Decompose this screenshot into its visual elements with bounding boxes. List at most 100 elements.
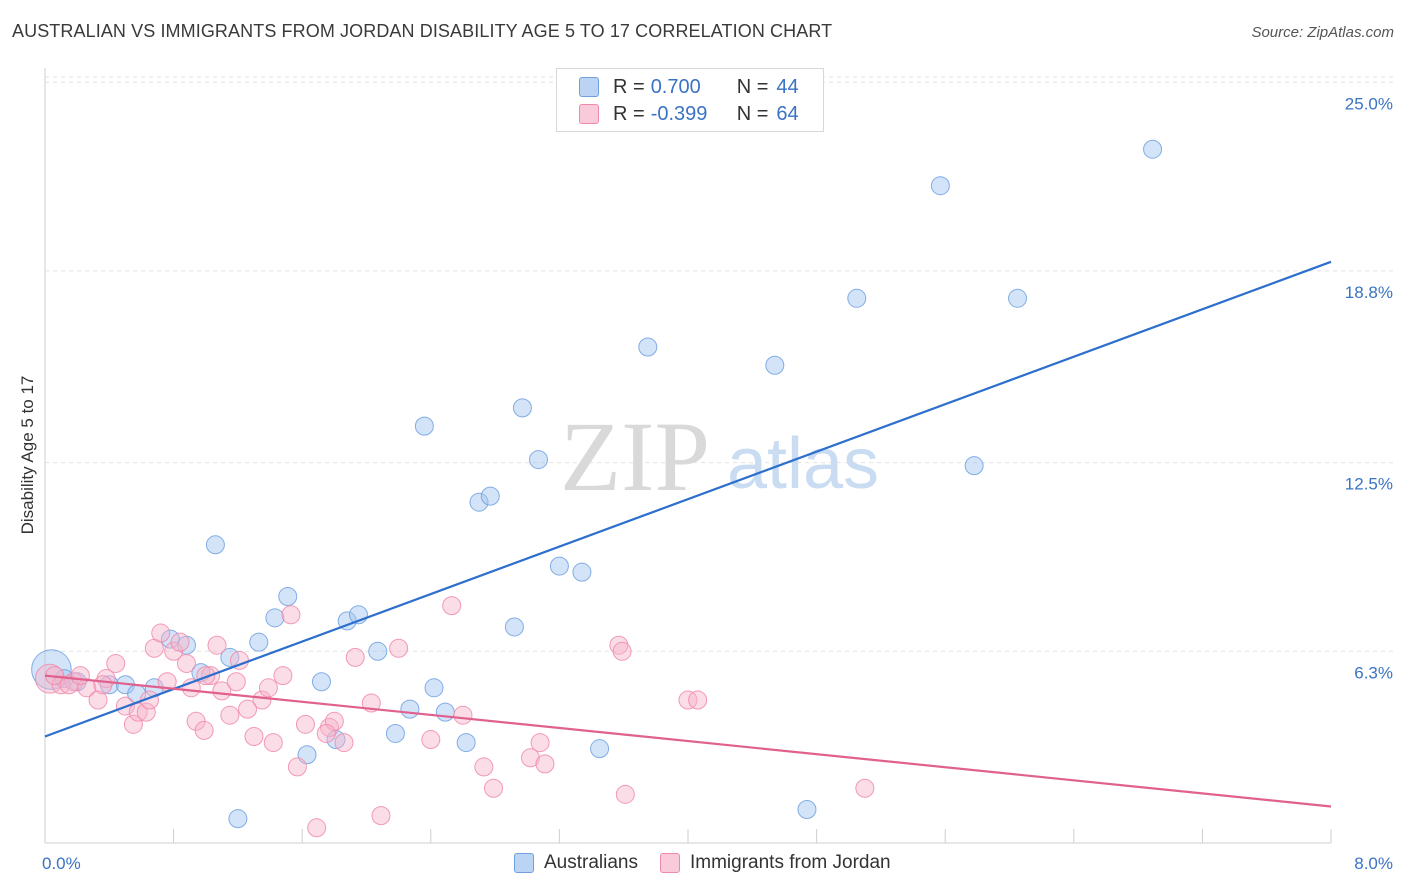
point-jordan bbox=[207, 635, 227, 655]
point-australians bbox=[847, 288, 867, 308]
point-jordan bbox=[281, 605, 301, 625]
point-jordan bbox=[855, 778, 875, 798]
legend-r-label: R = bbox=[613, 75, 645, 98]
point-jordan bbox=[474, 757, 494, 777]
point-jordan bbox=[263, 733, 283, 753]
point-jordan bbox=[334, 733, 354, 753]
point-jordan bbox=[295, 714, 315, 734]
point-jordan bbox=[442, 596, 462, 616]
point-jordan bbox=[176, 653, 196, 673]
chart-title: AUSTRALIAN VS IMMIGRANTS FROM JORDAN DIS… bbox=[12, 21, 833, 41]
point-jordan bbox=[371, 806, 391, 826]
point-jordan bbox=[483, 778, 503, 798]
point-jordan bbox=[106, 653, 126, 673]
y-tick-label: 12.5% bbox=[1345, 475, 1393, 494]
point-jordan bbox=[238, 699, 258, 719]
point-jordan bbox=[170, 632, 190, 652]
point-australians bbox=[638, 337, 658, 357]
legend-swatch-australians bbox=[514, 853, 534, 873]
series-legend: Australians Immigrants from Jordan bbox=[514, 852, 913, 874]
source-label: Source: ZipAtlas.com bbox=[1251, 24, 1394, 41]
legend-row-jordan: R = -0.399 N = 64 bbox=[579, 102, 799, 126]
point-jordan bbox=[612, 641, 632, 661]
legend-r-value: 0.700 bbox=[650, 75, 701, 98]
point-australians bbox=[480, 486, 500, 506]
point-jordan bbox=[389, 638, 409, 658]
watermark: ZIP atlas bbox=[560, 401, 879, 512]
point-jordan bbox=[252, 690, 272, 710]
point-jordan bbox=[273, 666, 293, 686]
point-jordan bbox=[287, 757, 307, 777]
point-australians bbox=[572, 562, 592, 582]
point-jordan bbox=[688, 690, 708, 710]
data-points bbox=[31, 139, 1163, 838]
point-jordan bbox=[220, 705, 240, 725]
legend-item-jordan: Immigrants from Jordan bbox=[660, 852, 891, 874]
point-jordan bbox=[453, 705, 473, 725]
point-jordan bbox=[345, 647, 365, 667]
point-australians bbox=[930, 176, 950, 196]
point-australians bbox=[249, 632, 269, 652]
legend-swatch-pink bbox=[579, 104, 599, 124]
point-australians bbox=[414, 416, 434, 436]
point-australians bbox=[205, 535, 225, 555]
point-australians bbox=[469, 492, 489, 512]
point-australians bbox=[1008, 288, 1028, 308]
point-australians bbox=[964, 456, 984, 476]
point-australians bbox=[590, 739, 610, 759]
point-jordan bbox=[530, 733, 550, 753]
correlation-legend: R = 0.700 N = 44 R = -0.399 N = 64 bbox=[556, 68, 824, 132]
legend-row-australians: R = 0.700 N = 44 bbox=[579, 75, 799, 99]
y-tick-label: 6.3% bbox=[1354, 663, 1393, 682]
point-australians bbox=[529, 450, 549, 470]
grid-lines bbox=[45, 76, 1393, 652]
point-jordan bbox=[212, 681, 232, 701]
legend-r-value: -0.399 bbox=[650, 102, 708, 125]
trend-lines bbox=[44, 260, 1332, 808]
point-australians bbox=[512, 398, 532, 418]
point-jordan bbox=[93, 675, 113, 695]
y-axis-label: Disability Age 5 to 17 bbox=[18, 375, 37, 535]
point-australians bbox=[368, 641, 388, 661]
point-australians bbox=[1143, 139, 1163, 159]
point-jordan bbox=[615, 784, 635, 804]
point-jordan bbox=[244, 726, 264, 746]
point-jordan bbox=[258, 678, 278, 698]
legend-label-jordan: Immigrants from Jordan bbox=[690, 852, 891, 873]
legend-item-australians: Australians bbox=[514, 852, 638, 874]
y-tick-label: 25.0% bbox=[1345, 94, 1393, 113]
y-tick-label: 18.8% bbox=[1345, 283, 1393, 302]
point-australians bbox=[797, 800, 817, 820]
point-jordan bbox=[226, 672, 246, 692]
point-australians bbox=[549, 556, 569, 576]
axes bbox=[44, 68, 1332, 844]
legend-n-value: 64 bbox=[776, 102, 799, 125]
point-australians bbox=[311, 672, 331, 692]
point-australians bbox=[765, 355, 785, 375]
point-jordan bbox=[520, 748, 540, 768]
point-jordan bbox=[678, 690, 698, 710]
legend-swatch-jordan bbox=[660, 853, 680, 873]
watermark-zip: ZIP bbox=[560, 401, 710, 512]
point-australians bbox=[424, 678, 444, 698]
trend-line-jordan bbox=[44, 674, 1332, 808]
point-australians bbox=[278, 587, 298, 607]
x-tick-label: 8.0% bbox=[1354, 854, 1393, 873]
legend-r-label: R = bbox=[613, 102, 645, 125]
point-jordan bbox=[136, 702, 156, 722]
point-jordan bbox=[196, 666, 216, 686]
point-jordan bbox=[307, 818, 327, 838]
legend-swatch-blue bbox=[579, 77, 599, 97]
point-jordan bbox=[70, 666, 90, 686]
point-australians bbox=[228, 809, 248, 829]
legend-n-label: N = bbox=[736, 75, 769, 98]
point-australians bbox=[456, 733, 476, 753]
legend-n-label: N = bbox=[736, 102, 769, 125]
point-australians bbox=[435, 702, 455, 722]
point-jordan bbox=[88, 690, 108, 710]
point-jordan bbox=[123, 714, 143, 734]
point-australians bbox=[265, 608, 285, 628]
point-jordan bbox=[316, 723, 336, 743]
trend-line-australians bbox=[44, 260, 1332, 738]
